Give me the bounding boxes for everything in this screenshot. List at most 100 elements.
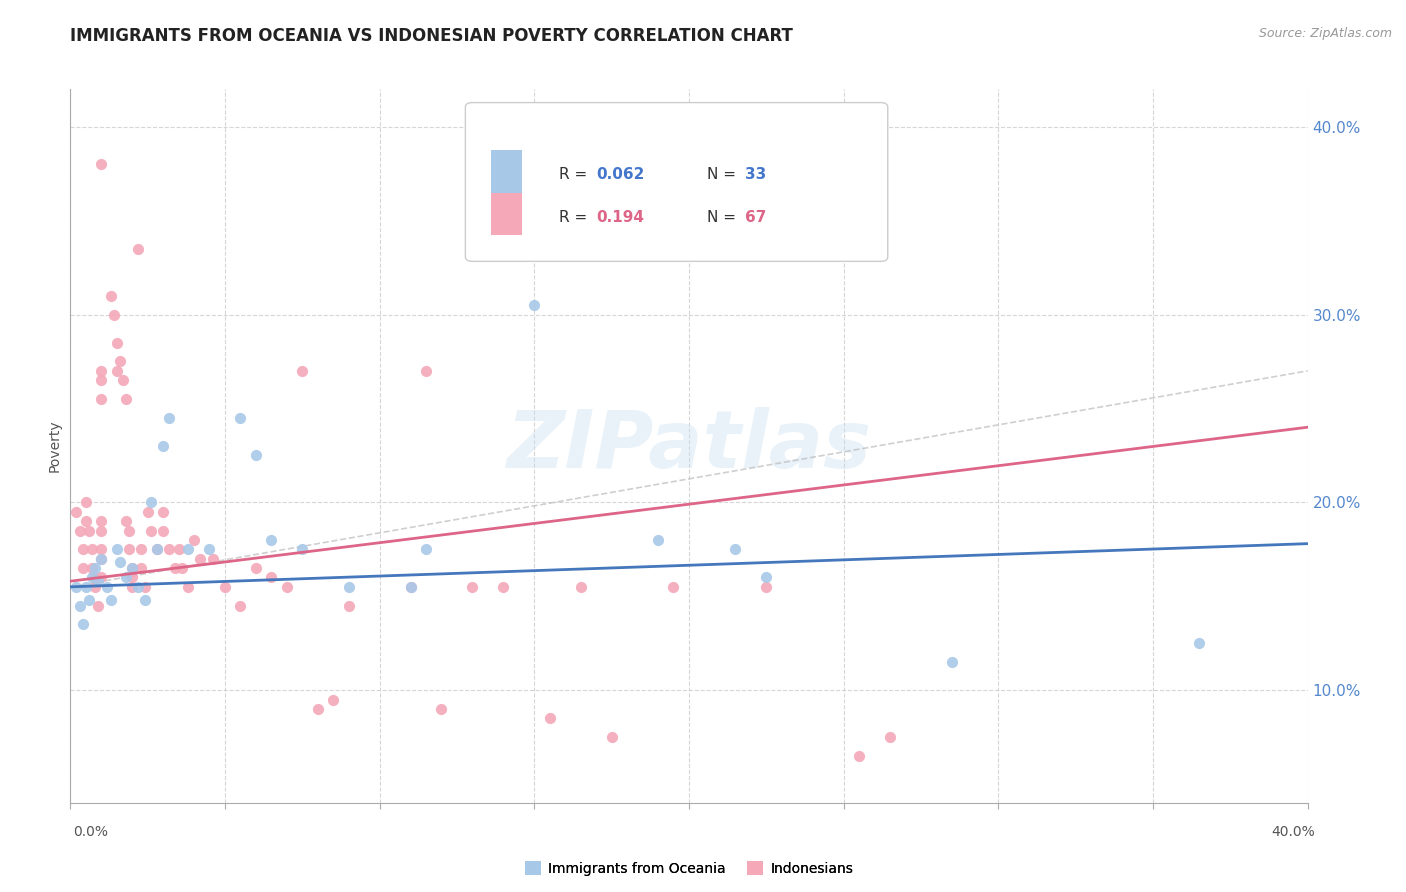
Point [755,580,778,594]
Point [879,730,901,744]
Point [80,570,103,584]
Text: R =: R = [560,211,592,225]
Point [307,702,329,716]
Text: 67: 67 [745,211,766,225]
Text: ZIPatlas: ZIPatlas [506,407,872,485]
Text: IMMIGRANTS FROM OCEANIA VS INDONESIAN POVERTY CORRELATION CHART: IMMIGRANTS FROM OCEANIA VS INDONESIAN PO… [70,27,793,45]
Point [105,364,128,378]
Point [136,505,159,519]
Point [755,570,778,584]
Point [724,542,747,557]
Point [1188,636,1211,650]
Point [941,655,963,669]
Point [177,580,200,594]
Point [538,711,561,725]
Point [337,580,360,594]
Point [111,373,134,387]
Point [90,364,112,378]
Point [631,194,654,209]
Point [121,561,143,575]
Point [131,561,153,575]
Point [165,561,187,575]
Point [188,551,211,566]
Point [170,561,193,575]
Point [103,308,125,322]
Point [399,580,422,594]
Point [77,524,100,538]
Text: 0.0%: 0.0% [73,825,108,839]
Point [214,580,236,594]
Point [75,580,97,594]
Point [108,354,131,368]
Point [415,364,437,378]
Text: 0.062: 0.062 [596,168,644,182]
Point [84,580,107,594]
Point [90,542,112,557]
Point [121,580,143,594]
Point [152,524,174,538]
Point [177,542,200,557]
Point [80,542,103,557]
Point [152,439,174,453]
Point [461,580,484,594]
Point [100,289,122,303]
Point [90,551,112,566]
Text: 33: 33 [745,168,766,182]
Point [90,157,112,171]
Point [127,580,149,594]
Point [90,551,112,566]
Point [69,599,91,613]
Point [96,580,118,594]
Point [80,561,103,575]
Point [115,392,138,406]
Point [430,702,453,716]
Point [115,570,138,584]
Point [245,449,267,463]
Point [72,542,94,557]
Text: 40.0%: 40.0% [1271,825,1315,839]
Point [75,495,97,509]
Point [105,542,128,557]
Point [90,392,112,406]
Point [146,542,169,557]
Point [157,410,180,425]
Point [198,542,221,557]
Point [127,242,149,256]
Point [90,373,112,387]
Point [134,593,156,607]
Text: N =: N = [707,168,741,182]
Point [229,410,252,425]
Point [245,561,267,575]
Point [118,524,141,538]
Point [322,692,344,706]
Point [121,570,143,584]
Text: N =: N = [707,211,741,225]
Point [90,570,112,584]
Point [201,551,224,566]
Point [492,580,515,594]
Point [146,542,169,557]
Point [118,542,141,557]
Point [152,505,174,519]
Point [75,514,97,528]
Point [90,514,112,528]
Point [139,495,162,509]
Point [65,580,87,594]
Point [523,298,546,312]
Point [848,748,870,763]
Point [415,542,437,557]
Point [139,524,162,538]
Point [260,570,283,584]
Point [121,561,143,575]
Point [77,593,100,607]
Point [131,542,153,557]
Text: Source: ZipAtlas.com: Source: ZipAtlas.com [1258,27,1392,40]
Point [647,533,669,547]
Text: 0.194: 0.194 [596,211,644,225]
Point [69,524,91,538]
Point [399,580,422,594]
Text: R =: R = [560,168,592,182]
Point [84,561,107,575]
Point [72,617,94,632]
Point [167,542,190,557]
